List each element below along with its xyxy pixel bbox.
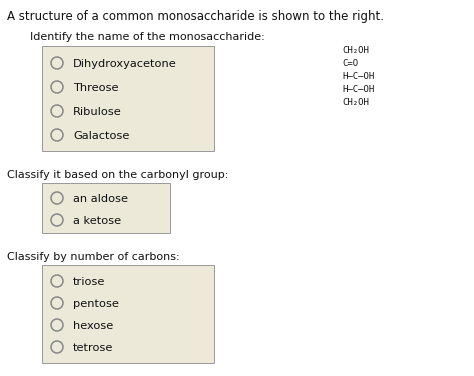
Text: H–C–OH: H–C–OH (342, 72, 374, 81)
Text: a ketose: a ketose (73, 216, 121, 226)
Text: Classify by number of carbons:: Classify by number of carbons: (7, 252, 180, 262)
Text: Threose: Threose (73, 83, 118, 93)
Text: pentose: pentose (73, 299, 119, 309)
Text: A structure of a common monosaccharide is shown to the right.: A structure of a common monosaccharide i… (7, 10, 384, 23)
Text: H–C–OH: H–C–OH (342, 85, 374, 94)
Text: hexose: hexose (73, 321, 113, 331)
FancyBboxPatch shape (42, 265, 214, 363)
Text: an aldose: an aldose (73, 194, 128, 204)
Text: CH₂OH: CH₂OH (342, 46, 369, 55)
FancyBboxPatch shape (42, 46, 214, 151)
Text: C=O: C=O (342, 59, 358, 68)
Text: triose: triose (73, 277, 105, 287)
Text: Identify the name of the monosaccharide:: Identify the name of the monosaccharide: (30, 32, 265, 42)
Text: CH₂OH: CH₂OH (342, 98, 369, 107)
Text: Galactose: Galactose (73, 131, 129, 141)
Text: Ribulose: Ribulose (73, 107, 122, 117)
Text: Dihydroxyacetone: Dihydroxyacetone (73, 59, 177, 69)
Text: Classify it based on the carbonyl group:: Classify it based on the carbonyl group: (7, 170, 228, 180)
FancyBboxPatch shape (42, 183, 170, 233)
Text: tetrose: tetrose (73, 343, 113, 353)
